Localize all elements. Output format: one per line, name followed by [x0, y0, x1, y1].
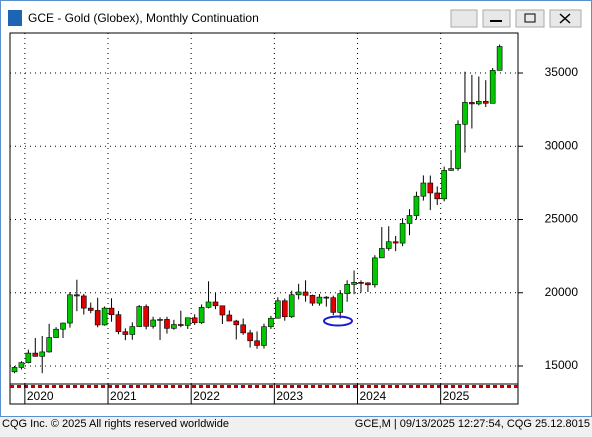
candle-body — [205, 301, 212, 308]
minimize-button[interactable] — [482, 9, 511, 28]
candle-body — [406, 215, 413, 224]
candle-body — [74, 294, 80, 297]
y-tick-label: 30000 — [545, 138, 579, 152]
candle-body — [247, 332, 253, 342]
annotation-ellipse — [323, 315, 353, 327]
candle-body — [323, 296, 330, 299]
candle-body — [32, 352, 39, 357]
candle-body — [198, 307, 205, 324]
candle-body — [18, 362, 25, 368]
candle-body — [302, 291, 309, 296]
candle-body — [212, 301, 219, 307]
candle-body — [171, 324, 177, 329]
candle-body — [344, 284, 350, 294]
candle-body — [441, 170, 447, 200]
candle-body — [60, 322, 66, 330]
candle-body — [233, 320, 240, 326]
candle-body — [309, 295, 316, 304]
y-tick-label: 20000 — [545, 285, 579, 299]
candle-body — [191, 317, 198, 324]
maximize-button[interactable] — [515, 9, 545, 28]
candle-body — [178, 324, 184, 326]
candle-body — [115, 314, 122, 333]
y-tick-label: 25000 — [545, 212, 579, 226]
candle-body — [46, 337, 52, 353]
candle-body — [87, 307, 94, 311]
candle-body — [11, 367, 18, 373]
candle-body — [399, 223, 406, 244]
x-tick-label: 2024 — [360, 389, 387, 403]
date-axis — [9, 383, 519, 405]
candle-body — [39, 351, 46, 357]
candle-body — [150, 319, 156, 327]
candle-body — [365, 282, 371, 286]
candle-body — [427, 182, 434, 194]
candle-body — [316, 296, 323, 304]
candle-body — [261, 326, 267, 346]
candle-body — [496, 46, 503, 71]
candle-body — [448, 168, 454, 171]
candle-body — [378, 248, 385, 259]
candle-body — [358, 282, 364, 284]
candle-body — [469, 102, 475, 105]
candle-body — [295, 291, 302, 296]
candle-body — [462, 102, 468, 125]
candle-body — [268, 317, 274, 328]
candle-body — [385, 241, 392, 249]
candle-body — [240, 324, 246, 334]
candle-body — [143, 306, 149, 327]
candle-body — [489, 70, 496, 104]
candle-body — [122, 331, 129, 335]
candle-body — [413, 195, 420, 216]
candle-body — [184, 317, 191, 326]
x-tick-label: 2025 — [443, 389, 470, 403]
footer-left: CQG Inc. © 2025 All rights reserved worl… — [2, 418, 229, 430]
candle-body — [455, 123, 461, 169]
candle-body — [129, 326, 136, 335]
x-tick-label: 2021 — [110, 389, 137, 403]
candle-body — [281, 300, 288, 318]
candle-body — [372, 257, 378, 286]
candle-body — [81, 295, 87, 309]
candle-body — [226, 314, 233, 322]
candle-body — [288, 294, 295, 318]
candle-body — [351, 282, 357, 285]
candle-body — [254, 340, 260, 346]
candle-body — [108, 307, 115, 316]
candle-body — [94, 310, 101, 326]
x-tick-label: 2023 — [276, 389, 303, 403]
close-icon — [559, 13, 571, 24]
candle-body — [136, 306, 143, 327]
x-tick-label: 2020 — [27, 389, 54, 403]
link-button[interactable] — [450, 9, 478, 28]
candle-body — [392, 241, 399, 244]
candle-body — [275, 300, 281, 319]
candle-body — [53, 328, 59, 338]
x-tick-label: 2022 — [193, 389, 220, 403]
candle-body — [434, 192, 441, 200]
candle-body — [157, 319, 163, 321]
y-tick-label: 15000 — [545, 358, 579, 372]
maximize-icon — [524, 13, 536, 23]
candle-body — [482, 100, 489, 104]
candle-body — [164, 319, 170, 329]
candle-body — [337, 293, 344, 313]
y-tick-label: 35000 — [545, 65, 579, 79]
app-icon — [8, 10, 22, 26]
window-title: GCE - Gold (Globex), Monthly Continuatio… — [28, 11, 259, 25]
candle-body — [25, 352, 32, 363]
candle-body — [101, 307, 108, 326]
candle-body — [330, 297, 337, 313]
candle-body — [420, 182, 427, 197]
candle-body — [219, 305, 226, 316]
footer-right: GCE,M | 09/13/2025 12:27:54, CQG 25.12.8… — [355, 418, 590, 430]
candle-body — [67, 294, 73, 324]
candle-body — [476, 100, 482, 105]
